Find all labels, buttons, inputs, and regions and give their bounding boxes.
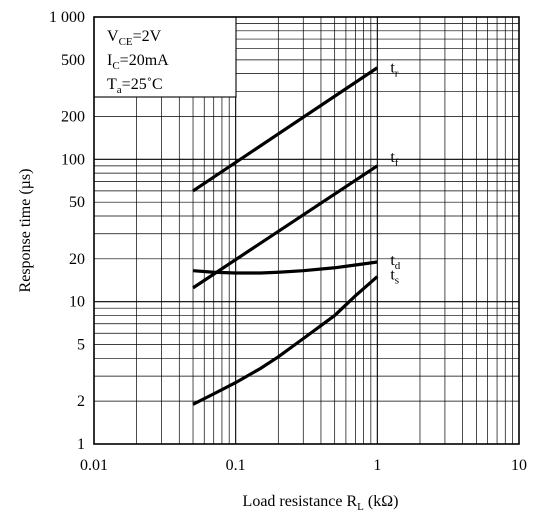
plot-frame — [93, 16, 520, 445]
condition-line: VCE=2V — [107, 28, 162, 48]
y-tick-label: 1 — [77, 436, 85, 453]
series-label-td: td — [390, 252, 400, 272]
series-label-ts: ts — [390, 267, 399, 287]
x-tick-label: 0.1 — [226, 457, 246, 474]
x-axis-label-unit: (kΩ) — [364, 493, 399, 510]
y-tick-label: 100 — [61, 151, 85, 168]
x-tick-label: 1 — [373, 457, 381, 474]
x-axis-label-main: Load resistance R — [243, 493, 358, 510]
condition-symbol: T — [107, 76, 117, 93]
condition-value: =25˚C — [122, 76, 163, 93]
series-label-main: t — [390, 252, 395, 269]
y-axis-label: Response time (µs) — [17, 169, 34, 293]
y-tick-labels: 1 2 5 10 20 50 100 200 500 1 000 — [49, 9, 85, 453]
series-label-sub: s — [395, 275, 399, 287]
condition-subscript: a — [117, 84, 122, 96]
condition-subscript: C — [112, 60, 119, 72]
x-axis-label-sub: L — [357, 501, 364, 513]
x-axis-label: Load resistance RL (kΩ) — [243, 493, 399, 513]
x-tick-label: 0.01 — [80, 457, 108, 474]
condition-value: =2V — [133, 28, 162, 45]
series-line-ts — [192, 275, 379, 406]
y-tick-label: 20 — [69, 251, 85, 268]
series-label-tr: tr — [390, 60, 398, 80]
series-label-sub: f — [395, 157, 399, 169]
series-label-sub: r — [395, 68, 399, 80]
series-line-tf — [192, 164, 379, 290]
series-line-td — [192, 260, 378, 275]
condition-symbol: I — [107, 52, 112, 69]
series-label-tf: tf — [390, 149, 398, 169]
condition-subscript: CE — [119, 36, 133, 48]
series-line-tr — [192, 66, 379, 193]
series-label-main: t — [390, 60, 395, 77]
y-tick-label: 200 — [61, 108, 85, 125]
series-label-sub: d — [395, 260, 401, 272]
y-tick-label: 50 — [69, 194, 85, 211]
y-tick-label: 5 — [77, 337, 85, 354]
y-tick-label: 1 000 — [49, 9, 85, 26]
y-tick-label: 2 — [77, 393, 85, 410]
condition-line: IC=20mA — [107, 52, 169, 72]
y-tick-label: 500 — [61, 52, 85, 69]
condition-symbol: V — [107, 28, 119, 45]
condition-value: =20mA — [120, 52, 169, 69]
y-tick-label: 10 — [69, 294, 85, 311]
series-label-main: t — [390, 267, 395, 284]
x-tick-labels: 0.01 0.1 1 10 — [80, 457, 527, 474]
series-label-main: t — [390, 149, 395, 166]
series-lines — [192, 66, 379, 406]
x-tick-label: 10 — [511, 457, 527, 474]
condition-line: Ta=25˚C — [107, 76, 163, 96]
conditions-box — [93, 16, 237, 98]
